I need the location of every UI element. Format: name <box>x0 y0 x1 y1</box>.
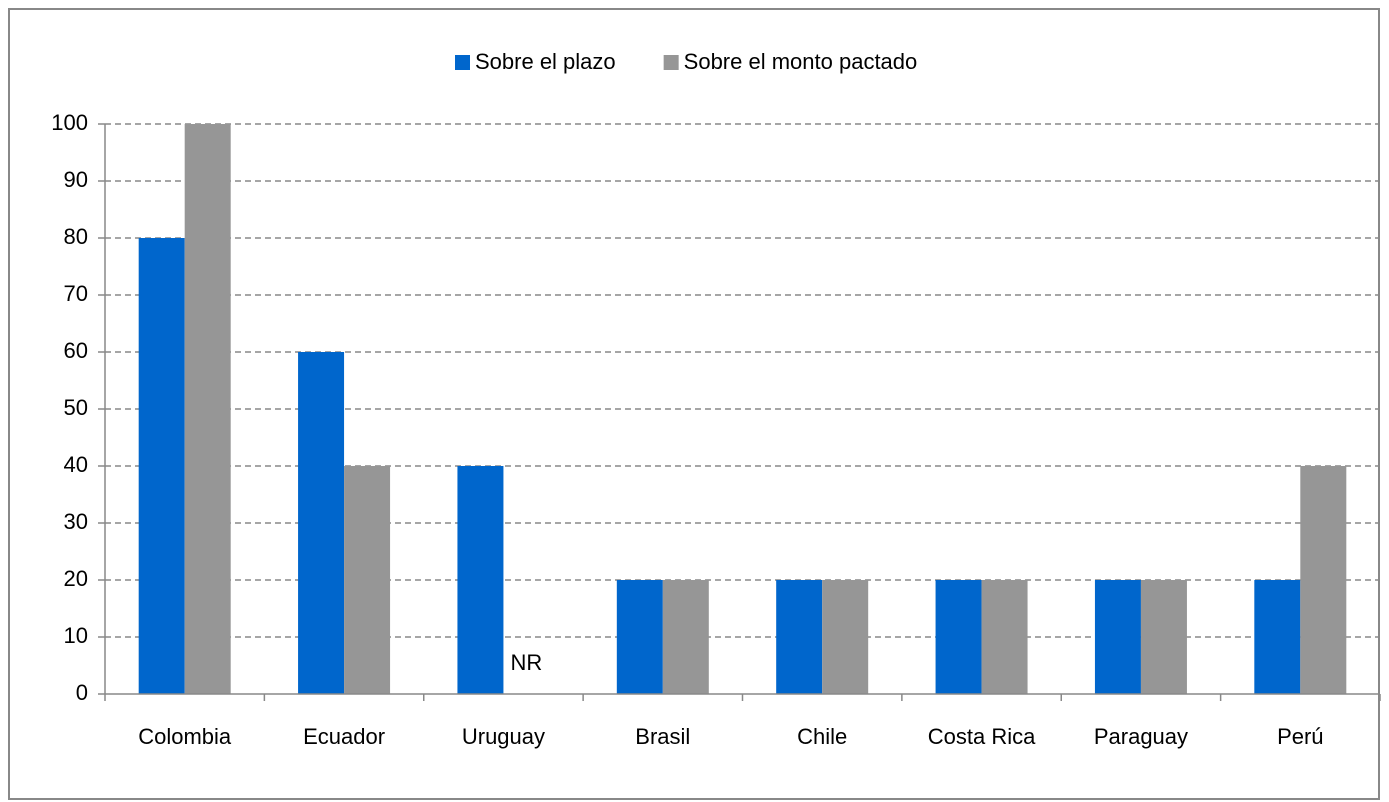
y-tick-label: 50 <box>64 395 88 420</box>
value-label: NR <box>511 650 543 675</box>
bar <box>1254 580 1301 694</box>
bar <box>184 124 231 694</box>
bar <box>981 580 1028 694</box>
bar <box>457 466 504 694</box>
bar <box>616 580 663 694</box>
legend-label: Sobre el plazo <box>475 49 616 74</box>
y-tick-label: 10 <box>64 623 88 648</box>
x-tick-label: Chile <box>797 724 847 749</box>
y-tick-label: 30 <box>64 509 88 534</box>
bar <box>662 580 709 694</box>
legend-swatch <box>663 55 679 70</box>
legend-swatch <box>455 55 470 70</box>
bar <box>822 580 869 694</box>
x-tick-label: Costa Rica <box>928 724 1036 749</box>
x-tick-label: Ecuador <box>303 724 385 749</box>
bar <box>138 238 185 694</box>
y-tick-label: 20 <box>64 566 88 591</box>
x-tick-label: Uruguay <box>462 724 545 749</box>
bar <box>1300 466 1347 694</box>
y-tick-label: 0 <box>76 680 88 705</box>
bar <box>776 580 823 694</box>
bar <box>1094 580 1141 694</box>
bar <box>298 352 345 694</box>
y-tick-label: 60 <box>64 338 88 363</box>
y-tick-label: 40 <box>64 452 88 477</box>
x-tick-label: Perú <box>1277 724 1323 749</box>
legend-label: Sobre el monto pactado <box>684 49 918 74</box>
y-tick-label: 100 <box>51 110 88 135</box>
bar <box>935 580 982 694</box>
y-tick-label: 70 <box>64 281 88 306</box>
x-tick-label: Colombia <box>138 724 232 749</box>
bar <box>344 466 391 694</box>
y-tick-label: 80 <box>64 224 88 249</box>
y-tick-label: 90 <box>64 167 88 192</box>
bar <box>1140 580 1187 694</box>
x-tick-label: Brasil <box>635 724 690 749</box>
x-tick-label: Paraguay <box>1094 724 1188 749</box>
